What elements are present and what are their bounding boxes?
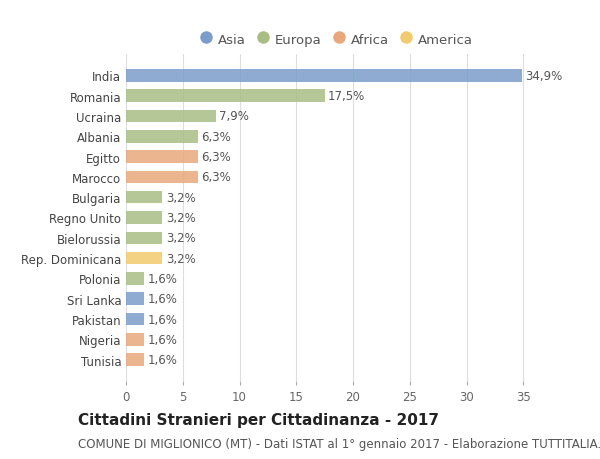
- Text: 1,6%: 1,6%: [148, 272, 178, 285]
- Bar: [126, 171, 197, 184]
- Bar: [126, 252, 163, 265]
- Legend: Asia, Europa, Africa, America: Asia, Europa, Africa, America: [196, 29, 476, 50]
- Bar: [126, 353, 144, 366]
- Text: 3,2%: 3,2%: [166, 191, 196, 204]
- Text: 1,6%: 1,6%: [148, 333, 178, 346]
- Text: 6,3%: 6,3%: [201, 151, 230, 164]
- Text: 7,9%: 7,9%: [219, 110, 249, 123]
- Text: 3,2%: 3,2%: [166, 252, 196, 265]
- Text: 17,5%: 17,5%: [328, 90, 365, 103]
- Bar: [126, 151, 197, 163]
- Text: 3,2%: 3,2%: [166, 232, 196, 245]
- Bar: [126, 333, 144, 346]
- Text: COMUNE DI MIGLIONICO (MT) - Dati ISTAT al 1° gennaio 2017 - Elaborazione TUTTITA: COMUNE DI MIGLIONICO (MT) - Dati ISTAT a…: [78, 437, 600, 451]
- Bar: [126, 90, 325, 103]
- Text: Cittadini Stranieri per Cittadinanza - 2017: Cittadini Stranieri per Cittadinanza - 2…: [78, 413, 439, 428]
- Text: 34,9%: 34,9%: [526, 70, 563, 83]
- Bar: [126, 131, 197, 143]
- Bar: [126, 273, 144, 285]
- Bar: [126, 191, 163, 204]
- Text: 6,3%: 6,3%: [201, 130, 230, 144]
- Text: 6,3%: 6,3%: [201, 171, 230, 184]
- Bar: [126, 212, 163, 224]
- Bar: [126, 293, 144, 305]
- Bar: [126, 313, 144, 325]
- Text: 3,2%: 3,2%: [166, 212, 196, 224]
- Text: 1,6%: 1,6%: [148, 313, 178, 326]
- Text: 1,6%: 1,6%: [148, 353, 178, 366]
- Bar: [126, 232, 163, 245]
- Bar: [126, 70, 522, 83]
- Text: 1,6%: 1,6%: [148, 292, 178, 306]
- Bar: [126, 111, 215, 123]
